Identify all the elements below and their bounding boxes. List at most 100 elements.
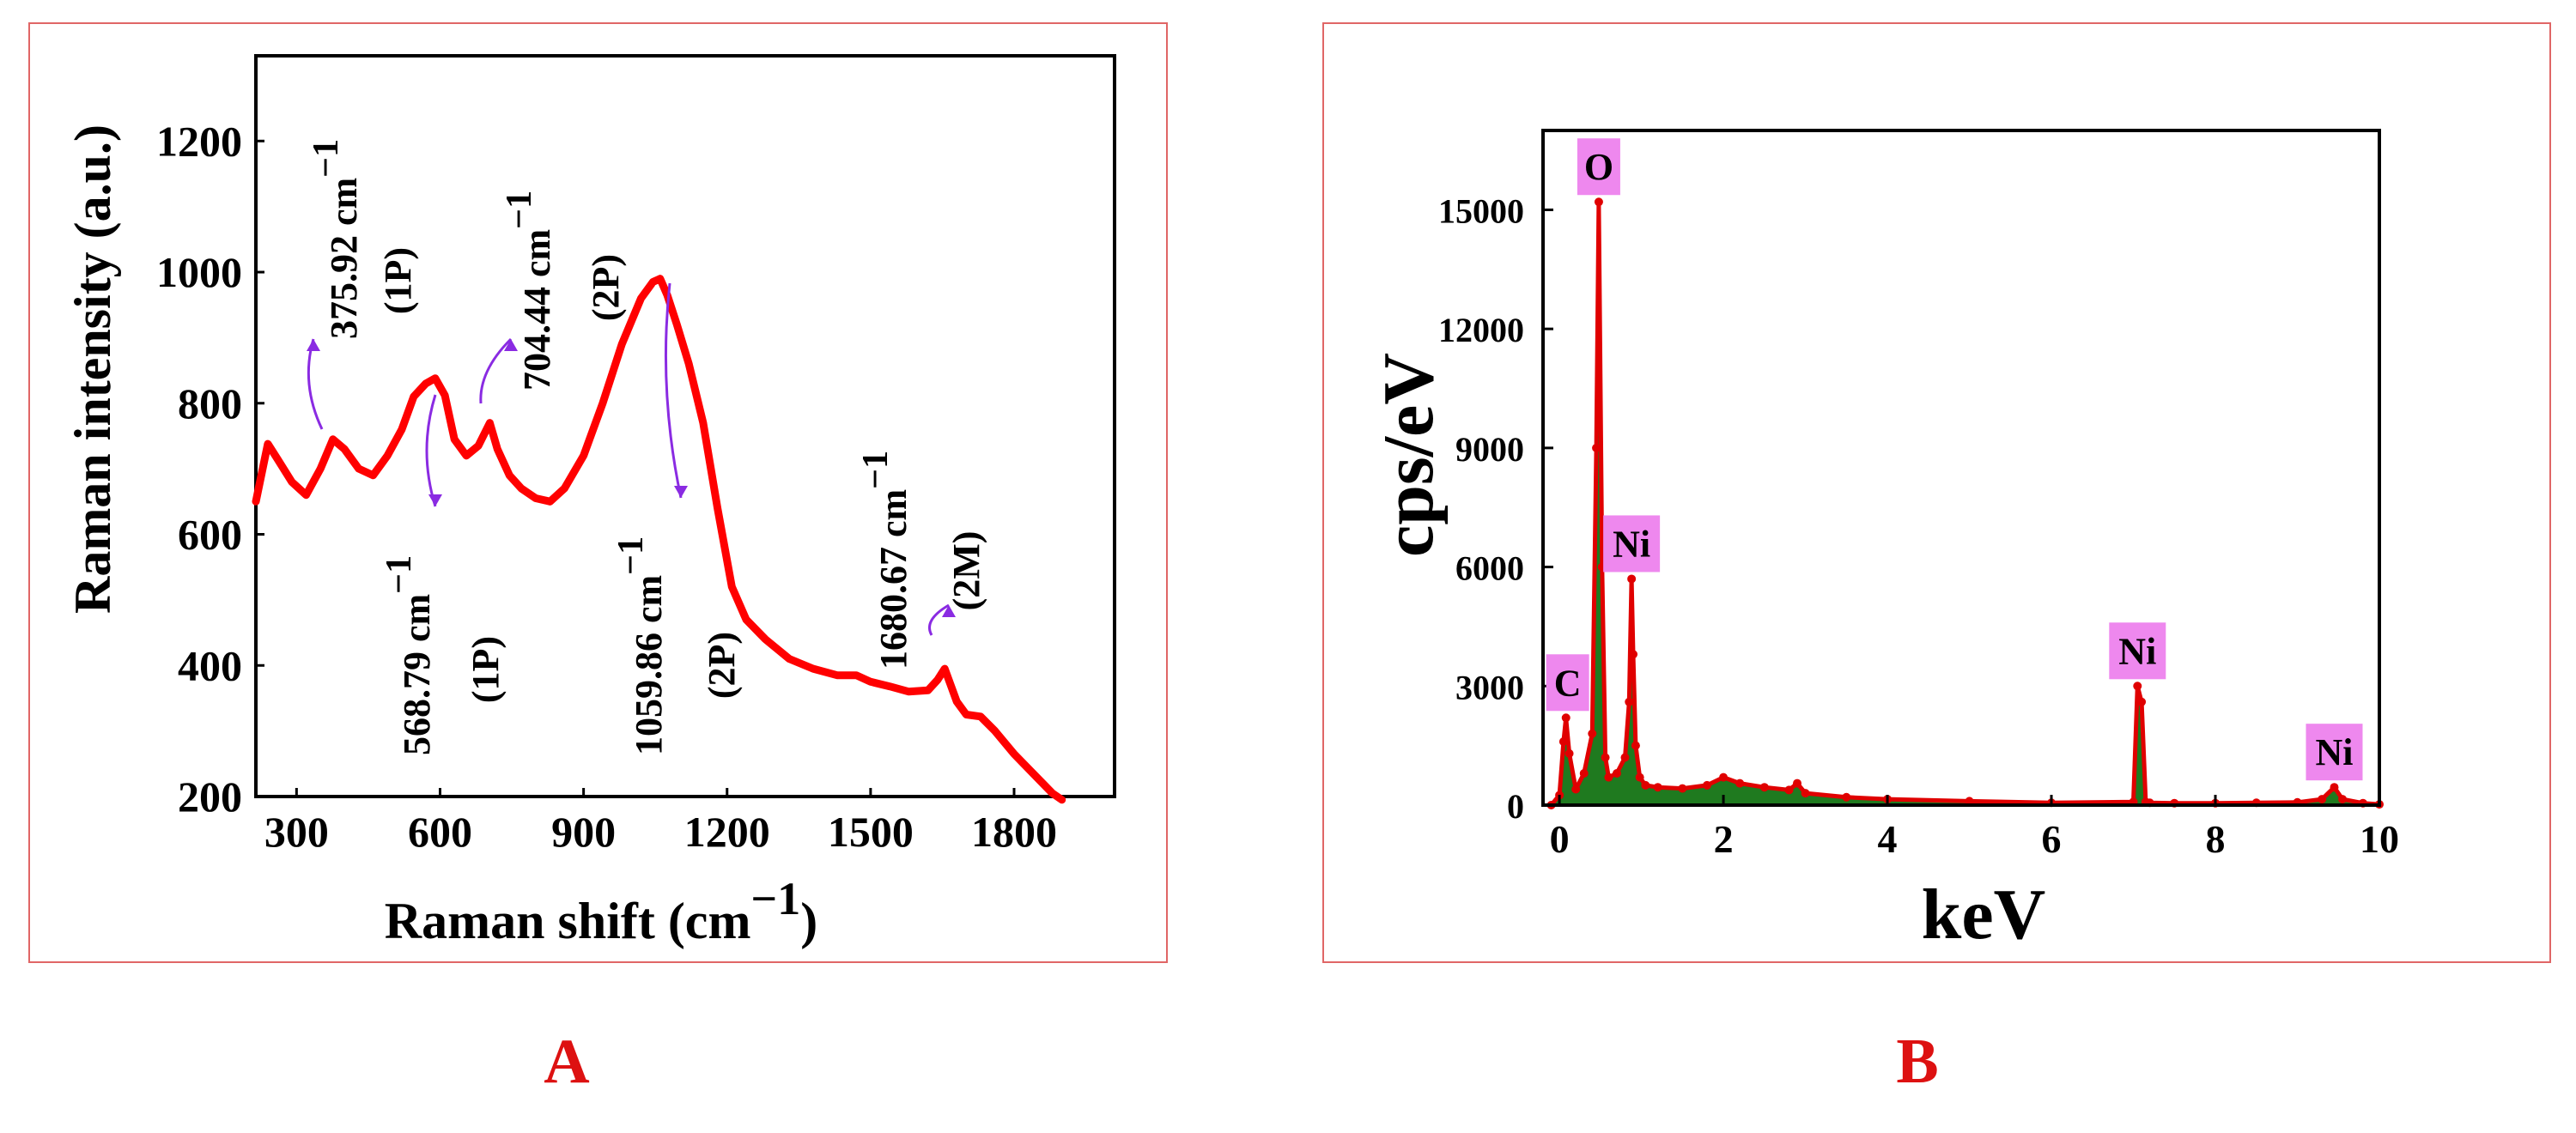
- raman-peak-arrow: [307, 338, 324, 430]
- eds-data-point: [1735, 779, 1745, 788]
- eds-data-point: [1592, 443, 1601, 452]
- eds-peak-label-bg: [2109, 622, 2166, 680]
- eds-data-point: [1678, 784, 1687, 793]
- raman-peak-arrow: [425, 394, 437, 507]
- eds-y-tick-label: 6000: [1455, 549, 1524, 588]
- raman-y-tick-label: 1000: [156, 248, 242, 296]
- raman-peak-label: 704.44 cm−1: [500, 191, 558, 391]
- raman-peak-label: 375.92 cm−1: [307, 139, 365, 339]
- eds-data-point: [1702, 780, 1711, 790]
- raman-peak-mode-label: (2P): [701, 632, 743, 699]
- eds-peak-label: Ni: [1613, 523, 1650, 565]
- eds-data-point: [1612, 769, 1621, 779]
- raman-x-tick-label: 600: [408, 808, 472, 856]
- eds-data-point: [1579, 769, 1589, 779]
- raman-peak-label: 1059.86 cm−1: [611, 536, 670, 755]
- eds-data-point: [1719, 772, 1728, 782]
- raman-peak-mode-label: (1P): [465, 636, 507, 703]
- eds-peak-label: O: [1584, 146, 1613, 188]
- eds-data-point: [1641, 780, 1650, 790]
- raman-peak-arrow: [479, 337, 513, 404]
- eds-data-point: [1627, 574, 1637, 584]
- raman-peak-mode-label: (1P): [377, 247, 419, 314]
- raman-y-tick-label: 1200: [156, 117, 242, 165]
- eds-data-point: [1631, 741, 1640, 750]
- raman-peak-label: 568.79 cm−1: [380, 555, 438, 755]
- raman-x-tick-label: 300: [264, 808, 329, 856]
- eds-data-point: [1793, 779, 1802, 788]
- raman-peak-arrowhead: [428, 494, 442, 506]
- eds-data-point: [2133, 682, 2142, 691]
- eds-peak-label: Ni: [2315, 731, 2353, 773]
- raman-y-tick-label: 600: [178, 511, 242, 559]
- eds-data-point: [1604, 772, 1613, 782]
- eds-data-point: [2330, 783, 2339, 792]
- eds-x-tick-label: 10: [2360, 817, 2399, 861]
- raman-peak-label: 1680.67 cm−1: [856, 451, 914, 670]
- eds-data-point: [1601, 753, 1610, 762]
- raman-y-tick-label: 200: [178, 772, 242, 821]
- raman-x-tick-label: 1500: [828, 808, 914, 856]
- eds-data-point: [2137, 697, 2147, 706]
- eds-x-tick-label: 4: [1878, 817, 1898, 861]
- eds-data-point: [1594, 197, 1603, 207]
- eds-data-point: [1801, 789, 1810, 798]
- raman-y-axis-label: Raman intensity (a.u.): [64, 124, 121, 614]
- raman-plot-frame: [254, 54, 1116, 798]
- panel-label-b: B: [1896, 1027, 1939, 1097]
- panel-a-frame: [28, 22, 1168, 963]
- eds-spectrum-line: [1549, 199, 2380, 807]
- eds-data-point: [1759, 783, 1769, 792]
- raman-x-tick-label: 1800: [971, 808, 1057, 856]
- eds-data-point: [1784, 785, 1794, 795]
- eds-x-tick-label: 2: [1714, 817, 1734, 861]
- eds-data-point: [2318, 795, 2327, 804]
- eds-data-point: [1564, 748, 1574, 758]
- eds-data-point: [1620, 753, 1630, 762]
- eds-data-point: [1571, 785, 1581, 794]
- raman-peak-arrowhead: [307, 339, 320, 351]
- eds-peak-label: Ni: [2118, 630, 2156, 672]
- eds-peak-label-bg: [2306, 724, 2363, 781]
- raman-peak-arrow: [928, 603, 950, 636]
- raman-peak-arrowhead: [674, 486, 688, 498]
- eds-x-axis-label: keV: [1922, 875, 2046, 954]
- eds-x-tick-label: 6: [2042, 817, 2062, 861]
- raman-x-tick-label: 1200: [684, 808, 770, 856]
- eds-data-point: [1965, 797, 1974, 806]
- raman-x-tick-label: 900: [551, 808, 616, 856]
- raman-peak-arrowhead: [942, 605, 956, 617]
- eds-y-axis-label: cps/eV: [1369, 353, 1449, 557]
- eds-data-point: [1561, 713, 1571, 723]
- raman-y-tick-label: 800: [178, 379, 242, 427]
- raman-chart: 200 400 600 800 1000 1200 300 600 900 1200 1500 180…: [64, 54, 1116, 949]
- raman-spectrum-line: [252, 275, 1066, 804]
- raman-x-axis-label: Raman shift (cm−1): [385, 873, 817, 949]
- eds-y-tick-label: 3000: [1455, 668, 1524, 706]
- raman-peak-mode-label: (2P): [585, 254, 627, 321]
- raman-y-tick-label: 400: [178, 641, 242, 689]
- raman-peak-mode-label: (2M): [945, 531, 987, 611]
- eds-peak-label-bg: [1546, 654, 1589, 712]
- panel-label-a: A: [544, 1027, 590, 1097]
- eds-spectrum-fill: [1551, 202, 2379, 805]
- eds-data-point: [1558, 737, 1568, 747]
- eds-data-point: [1842, 792, 1851, 802]
- raman-peak-arrowhead: [504, 339, 518, 351]
- eds-x-tick-label: 0: [1550, 817, 1570, 861]
- eds-peak-label-bg: [1577, 138, 1620, 196]
- eds-x-tick-label: 8: [2206, 817, 2226, 861]
- eds-data-point: [1629, 650, 1638, 659]
- eds-data-point: [1588, 729, 1597, 738]
- eds-y-tick-label: 0: [1507, 787, 1524, 826]
- eds-data-point: [1625, 697, 1634, 706]
- eds-y-tick-label: 15000: [1438, 191, 1524, 230]
- panel-b-frame: [1322, 22, 2551, 963]
- raman-peak-arrow: [664, 282, 683, 499]
- eds-data-point: [1653, 783, 1662, 792]
- eds-data-point: [2338, 795, 2348, 804]
- eds-peak-label: C: [1554, 662, 1582, 704]
- eds-y-tick-label: 9000: [1455, 430, 1524, 469]
- eds-data-point: [1635, 772, 1644, 782]
